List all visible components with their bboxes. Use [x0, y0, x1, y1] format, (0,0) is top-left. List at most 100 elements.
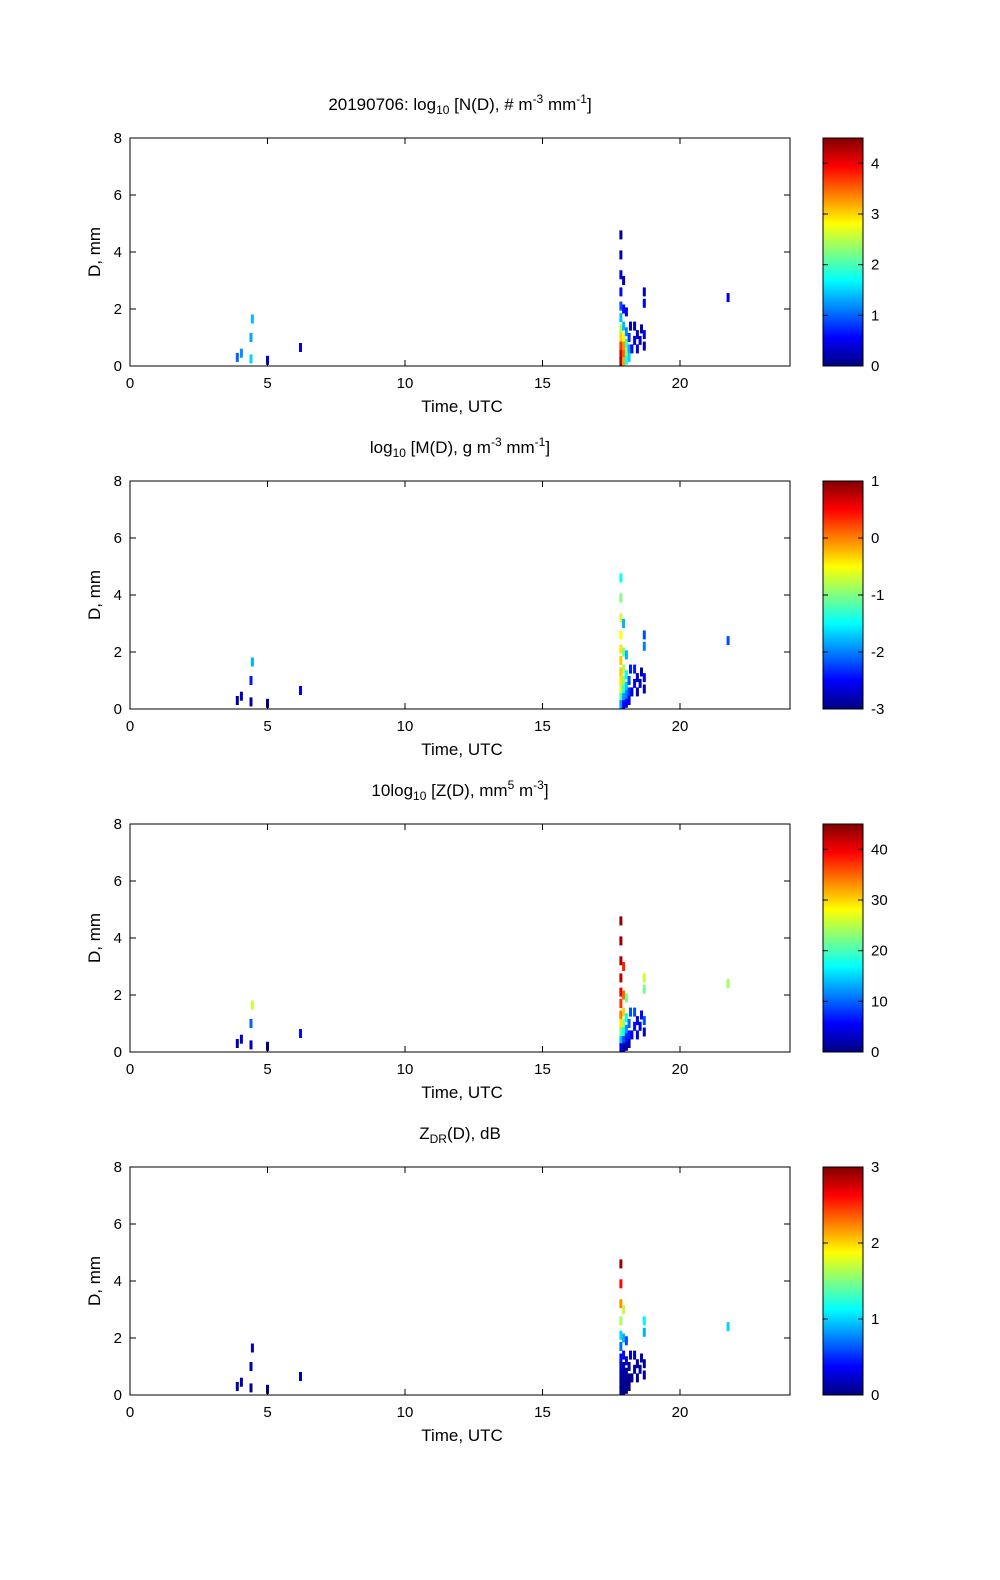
heatmap-cell — [619, 1370, 623, 1380]
heatmap-cell — [627, 1362, 631, 1371]
x-tick-label: 0 — [126, 1404, 134, 1421]
heatmap-cell — [635, 330, 639, 340]
heatmap-cell — [633, 1007, 637, 1017]
heatmap-cell — [249, 1362, 253, 1371]
heatmap-cell — [622, 664, 626, 674]
heatmap-cell — [633, 1350, 637, 1360]
heatmap-cell — [239, 348, 243, 358]
heatmap-cell — [624, 1376, 628, 1386]
heatmap-cell — [619, 644, 623, 654]
heatmap-cell — [619, 987, 623, 997]
heatmap-cell — [622, 321, 626, 331]
y-tick-label: 0 — [114, 1044, 122, 1061]
x-tick-label: 15 — [534, 718, 551, 735]
y-tick-label: 2 — [114, 644, 122, 661]
colorbar-tick-label: 4 — [871, 155, 879, 172]
heatmap-cell — [635, 1030, 639, 1040]
colorbar-tick-label: 0 — [871, 1044, 879, 1061]
heatmap-cell — [633, 321, 637, 331]
heatmap-cell — [249, 1019, 253, 1028]
heatmap-cell — [642, 673, 646, 683]
heatmap-cell — [619, 593, 623, 603]
y-tick-label: 6 — [114, 873, 122, 890]
x-tick-label: 5 — [263, 375, 271, 392]
heatmap-cell — [624, 1336, 628, 1346]
heatmap-cell — [642, 287, 646, 297]
heatmap-cell — [619, 1279, 623, 1289]
y-tick-label: 0 — [114, 701, 122, 718]
y-axis-label: D, mm — [85, 1256, 104, 1306]
y-tick-label: 8 — [114, 816, 122, 833]
heatmap-cell — [624, 355, 628, 365]
heatmap-cell — [250, 314, 254, 324]
heatmap-cell — [624, 307, 628, 317]
heatmap-cell — [642, 341, 646, 351]
heatmap-cell — [624, 1367, 628, 1377]
heatmap-cell — [619, 301, 623, 311]
heatmap-cell — [619, 916, 623, 926]
heatmap-cell — [635, 1373, 639, 1383]
heatmap-cell — [622, 1036, 626, 1046]
heatmap-cell — [642, 1027, 646, 1037]
heatmap-cell — [638, 678, 642, 688]
heatmap-cell — [619, 357, 623, 367]
chart-title: log10 [M(D), g m-3 mm-1] — [370, 435, 550, 460]
heatmap-cell — [249, 1383, 253, 1393]
heatmap-cell — [624, 1013, 628, 1023]
heatmap-cell — [249, 697, 253, 707]
heatmap-cell — [619, 1379, 623, 1389]
heatmap-cell — [635, 1016, 639, 1026]
heatmap-cell — [622, 700, 626, 710]
x-tick-label: 15 — [534, 1061, 551, 1078]
chart-title: 10log10 [Z(D), mm5 m-3] — [371, 778, 548, 803]
colorbar-tick-label: 1 — [871, 1311, 879, 1328]
heatmap-cell — [619, 1362, 623, 1371]
heatmap-cell — [619, 693, 623, 703]
heatmap-cell — [624, 1384, 628, 1394]
heatmap-cell — [638, 335, 642, 345]
heatmap-cell — [619, 1386, 623, 1396]
x-axis-label: Time, UTC — [421, 1426, 503, 1445]
y-tick-label: 0 — [114, 1387, 122, 1404]
y-tick-label: 2 — [114, 987, 122, 1004]
y-tick-label: 4 — [114, 1273, 122, 1290]
heatmap-cell — [622, 647, 626, 657]
plot-area-frame — [129, 1166, 791, 1396]
heatmap-cell — [630, 344, 634, 354]
heatmap-cell — [619, 1043, 623, 1053]
heatmap-cell — [624, 690, 628, 700]
heatmap-cell — [635, 1359, 639, 1369]
heatmap-cell — [239, 1377, 243, 1387]
heatmap-cell — [622, 1386, 626, 1396]
colorbar-tick-label: -1 — [871, 587, 884, 604]
y-tick-label: 6 — [114, 530, 122, 547]
heatmap-cell — [249, 676, 253, 685]
colorbar-gradient — [822, 1166, 864, 1396]
heatmap-cell — [619, 1330, 623, 1340]
colorbar-tick-label: 10 — [871, 993, 888, 1010]
y-tick-label: 4 — [114, 244, 122, 261]
x-tick-label: 5 — [263, 1061, 271, 1078]
heatmap-cell — [622, 350, 626, 360]
colorbar-tick-label: 30 — [871, 892, 888, 909]
heatmap-cell — [619, 1316, 623, 1326]
x-axis-label: Time, UTC — [421, 1083, 503, 1102]
colorbar-tick-label: 1 — [871, 473, 879, 490]
heatmap-cell — [624, 650, 628, 660]
colorbar: 0 1 2 3 — [822, 1159, 879, 1404]
x-tick-label: 0 — [126, 375, 134, 392]
colorbar-tick-label: -2 — [871, 644, 884, 661]
heatmap-cell — [642, 1370, 646, 1380]
heatmap-cell — [622, 1007, 626, 1017]
y-tick-label: 8 — [114, 473, 122, 490]
heatmap-cell — [622, 1379, 626, 1389]
heatmap-cell — [619, 1353, 623, 1363]
heatmap-cell — [726, 1322, 730, 1332]
heatmap-cell — [619, 936, 623, 946]
heatmap-cell — [627, 676, 631, 685]
heatmap-cell — [635, 673, 639, 683]
x-axis-label: Time, UTC — [421, 397, 503, 416]
heatmap-cells — [235, 916, 730, 1053]
heatmap-cell — [627, 696, 631, 705]
